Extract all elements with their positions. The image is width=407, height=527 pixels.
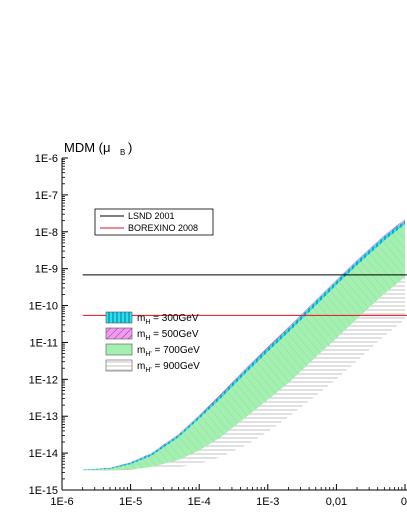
bands-legend-label-2: mH' = 700GeV [137, 345, 200, 358]
limit-lines-layer [82, 274, 407, 316]
bands-legend-label-3: mH' = 900GeV [137, 361, 200, 374]
y-tick-label-9: 1E-15 [29, 485, 58, 497]
y-axis-title-main: MDM (μ [64, 140, 110, 155]
y-axis-title-close: ) [128, 140, 132, 155]
bands-legend-label-1: mH = 500GeV [137, 329, 199, 342]
bands-legend-label-0: mH = 300GeV [137, 313, 199, 326]
x-tick-label-4: 0,01 [326, 496, 347, 508]
lines-legend: LSND 2001 BOREXINO 2008 [94, 208, 214, 236]
y-tick-label-4: 1E-10 [29, 301, 58, 313]
y-tick-label-1: 1E-7 [35, 190, 58, 202]
lines-legend-label-1: BOREXINO 2008 [128, 223, 198, 233]
x-tick-label-3: 1E-3 [256, 496, 279, 508]
y-axis-title-subscript: B [120, 148, 125, 157]
band-3-hatch [82, 251, 405, 471]
bands-legend-swatch-hatch-0 [106, 312, 132, 323]
bands-legend-swatch-2 [105, 343, 133, 356]
x-tick-label-2: 1E-4 [188, 496, 211, 508]
y-tick-label-0: 1E-6 [35, 153, 58, 165]
ticks-layer: 1E-6 1E-7 1E-8 1E-9 1E-10 1E-11 1E-12 1E-13 1E-1… [29, 153, 407, 508]
lines-legend-label-0: LSND 2001 [128, 211, 175, 221]
lines-legend-box [94, 208, 214, 236]
y-tick-label-5: 1E-11 [29, 337, 58, 349]
x-tick-label-5: 0 [401, 496, 407, 508]
bands-legend: mH = 300GeV mH = 500GeV mH' = 700GeV mH' = … [105, 311, 200, 374]
bands-legend-swatch-hatch-1 [106, 328, 132, 339]
y-axis-title: MDM (μ B ) [64, 140, 132, 157]
y-tick-label-8: 1E-14 [29, 448, 58, 460]
y-tick-label-6: 1E-12 [29, 374, 58, 386]
y-tick-label-7: 1E-13 [29, 411, 58, 423]
x-tick-label-0: 1E-6 [50, 496, 73, 508]
axes-layer [61, 158, 407, 491]
y-tick-label-2: 1E-8 [35, 227, 58, 239]
bands-legend-swatch-hatch-3 [106, 360, 132, 371]
y-tick-label-3: 1E-9 [35, 264, 58, 276]
x-tick-label-1: 1E-5 [119, 496, 142, 508]
bands-layer [82, 219, 405, 471]
